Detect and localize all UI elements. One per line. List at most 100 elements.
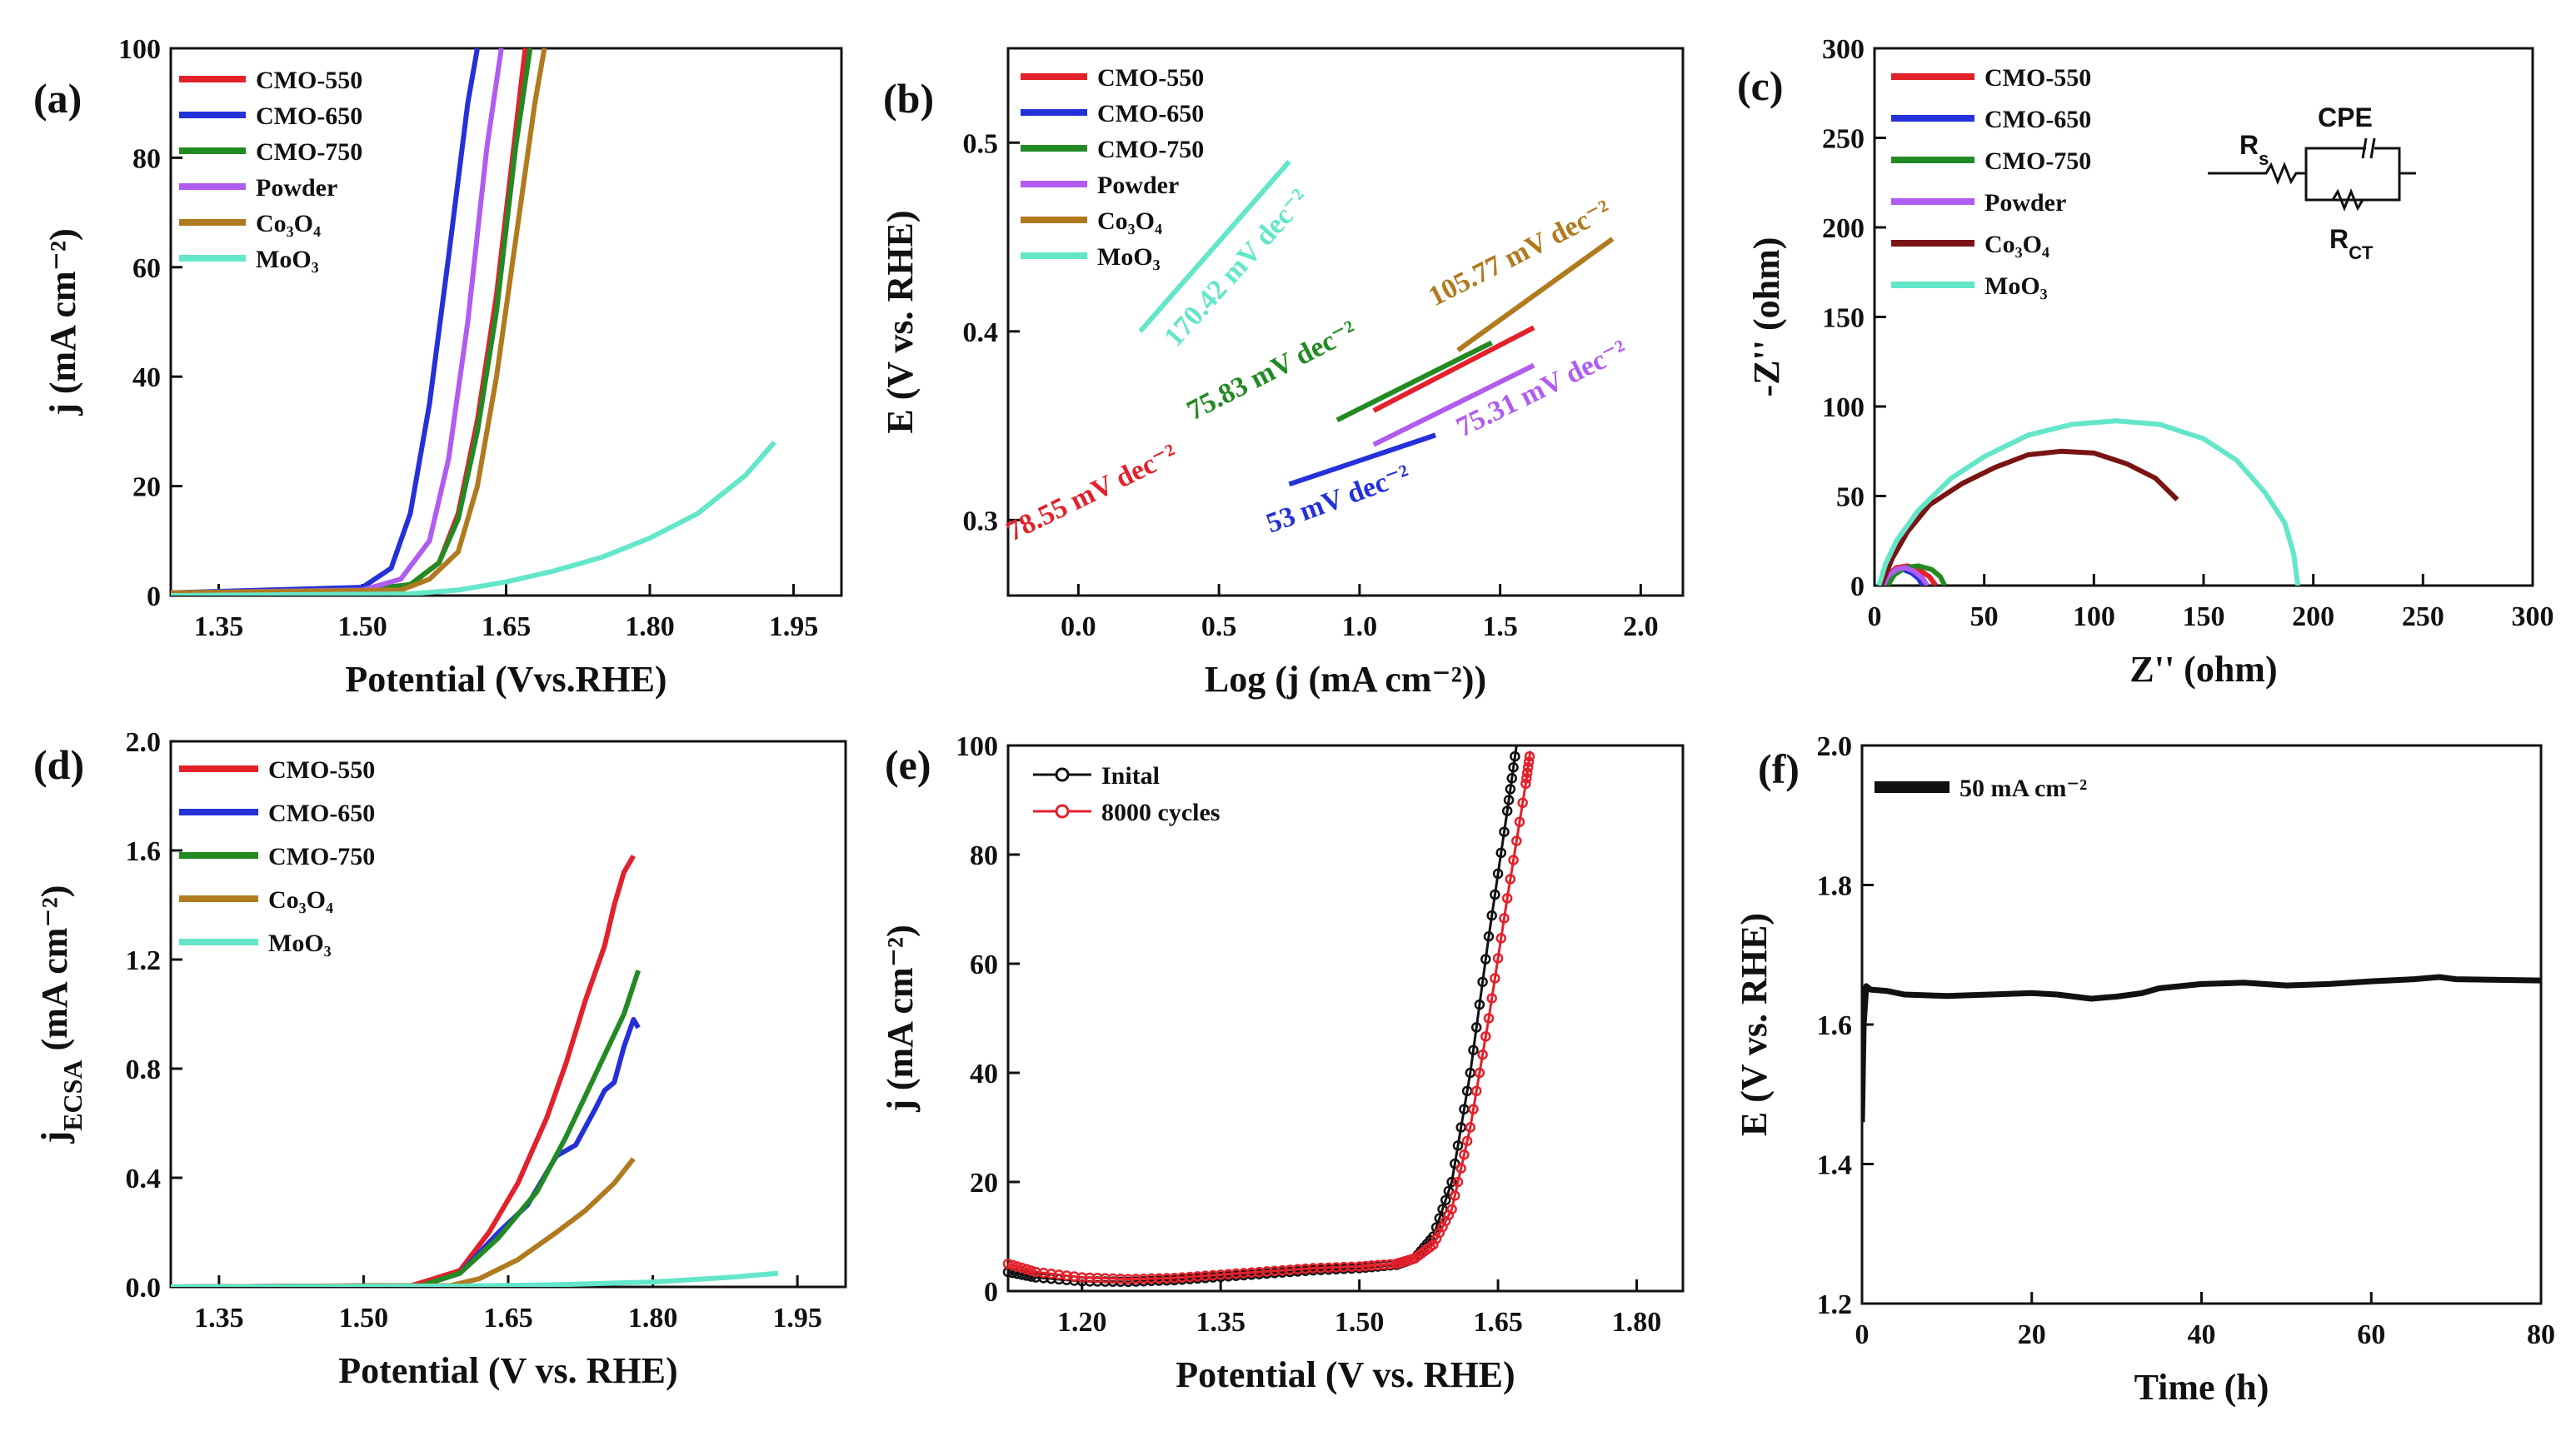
legend-label: CMO-550 [268, 756, 375, 784]
panel-label: (e) [885, 741, 931, 788]
x-tick-label: 1.35 [194, 1303, 244, 1334]
circuit-rct-label: RCT [2329, 224, 2374, 263]
data-point [1492, 868, 1504, 880]
legend-label: CMO-650 [1097, 100, 1204, 127]
slope-annotation: 78.55 mV dec⁻² [1001, 438, 1182, 547]
y-axis-label: -Z'' (ohm) [1746, 237, 1787, 397]
series-line-co-o- [1456, 237, 1615, 352]
y-tick-label: 80 [132, 143, 161, 174]
data-point [1501, 893, 1513, 904]
legend-label: CMO-750 [268, 843, 375, 870]
panel-b: 0.0 0.5 1.0 1.5 2.0 0.3 0.4 0.5 Log (j (mA cm⁻²)… [880, 47, 1685, 700]
series-line-cmo-750 [171, 970, 642, 1287]
data-point [1459, 1149, 1470, 1160]
series-line-cmo-550 [171, 854, 636, 1287]
x-tick-label: 300 [2512, 601, 2554, 632]
y-tick-label: 100 [118, 34, 161, 65]
x-tick-label: 60 [2357, 1319, 2385, 1350]
data-point [1011, 1261, 1023, 1272]
data-point [1499, 826, 1510, 837]
y-tick-label: 1.6 [1817, 1010, 1853, 1041]
series-line-powder [1372, 362, 1535, 447]
data-point [1495, 933, 1507, 944]
series-line-co-o- [171, 1157, 636, 1287]
legend-label: CMO-750 [1097, 136, 1204, 163]
series-line-moo- [1876, 418, 2301, 586]
y-axis-label: E (V vs. RHE) [1734, 913, 1775, 1136]
x-tick-label: 1.35 [194, 611, 244, 642]
x-tick-label: 100 [2073, 601, 2115, 632]
y-tick-label: 0.8 [126, 1055, 162, 1085]
legend-label: Inital [1101, 762, 1160, 790]
legend-label: MoO₃ [1097, 243, 1161, 271]
data-point [1360, 1260, 1371, 1272]
series-line-8000-cycles [1008, 750, 1532, 1281]
y-axis-label: j (mA cm⁻²) [42, 228, 83, 416]
x-tick-label: 1.50 [1335, 1307, 1385, 1338]
x-tick-label: 1.20 [1057, 1307, 1107, 1338]
y-tick-label: 0 [1850, 571, 1865, 602]
slope-annotation: 75.83 mV dec⁻² [1182, 315, 1361, 426]
y-axis-label: E (V vs. RHE) [880, 210, 921, 433]
legend-label: CMO-550 [256, 67, 362, 94]
legend-label: Powder [1984, 189, 2066, 217]
panel-label: (a) [33, 75, 82, 122]
series-line-inital [1008, 745, 1518, 1284]
x-tick-label: 1.0 [1342, 611, 1378, 642]
data-point [1465, 1122, 1476, 1133]
data-point [1490, 973, 1500, 984]
data-point [1492, 953, 1504, 964]
data-point [1483, 1013, 1495, 1024]
slope-annotation: 105.77 mV dec⁻² [1424, 194, 1616, 312]
x-axis-label: Z'' (ohm) [2129, 649, 2277, 690]
data-point [1486, 993, 1497, 1004]
x-tick-label: 200 [2292, 601, 2334, 632]
legend-label: MoO₃ [1984, 272, 2048, 300]
x-tick-label: 1.80 [625, 611, 675, 642]
series-line-moo- [171, 441, 776, 596]
legend-label: CMO-750 [1984, 147, 2091, 175]
legend-label: CMO-750 [256, 138, 362, 166]
slope-annotation: 53 mV dec⁻² [1262, 459, 1414, 540]
data-point [1450, 1190, 1460, 1201]
data-point [1378, 1259, 1390, 1270]
y-tick-label: 60 [132, 253, 161, 284]
data-point [1477, 1049, 1488, 1060]
data-point [1483, 931, 1495, 942]
y-tick-label: 1.6 [126, 836, 162, 867]
x-axis-label: Log (j (mA cm⁻²)) [1205, 659, 1486, 700]
data-point [1495, 847, 1507, 859]
legend-label: Co₃O₄ [1097, 207, 1162, 235]
data-point [1002, 1259, 1014, 1269]
data-point [1446, 1204, 1457, 1214]
x-tick-label: 1.80 [1612, 1307, 1662, 1338]
y-tick-label: 20 [132, 472, 161, 503]
data-point [1007, 1259, 1018, 1271]
data-point [1474, 1067, 1485, 1079]
series-line-co-o- [171, 48, 547, 596]
y-tick-label: 1.8 [1817, 871, 1853, 902]
data-point [1501, 805, 1513, 816]
legend-label: CMO-650 [268, 800, 375, 827]
data-point [1521, 773, 1532, 784]
data-point [1354, 1261, 1365, 1272]
y-tick-label: 50 [1836, 482, 1865, 513]
x-tick-label: 1.95 [769, 611, 819, 642]
legend-label: CMO-650 [1984, 106, 2091, 133]
data-point [1490, 889, 1500, 900]
series-line-cmo-750 [171, 48, 533, 596]
x-tick-label: 50 [1970, 601, 1999, 632]
data-point [1470, 1022, 1482, 1033]
legend-label: Co₃O₄ [1984, 231, 2049, 258]
y-tick-label: 0 [147, 581, 161, 612]
data-point [1477, 976, 1488, 988]
series-line-moo- [1138, 159, 1291, 333]
panel-label: (c) [1737, 62, 1784, 109]
series-line-50-ma-cm- [1862, 974, 2541, 1123]
data-point [1452, 1140, 1464, 1151]
x-tick-label: 1.80 [628, 1303, 678, 1334]
slope-annotation: 170.42 mV dec⁻² [1158, 183, 1315, 352]
data-point [1468, 1104, 1479, 1114]
data-point [1517, 797, 1528, 809]
y-tick-label: 100 [956, 731, 998, 762]
